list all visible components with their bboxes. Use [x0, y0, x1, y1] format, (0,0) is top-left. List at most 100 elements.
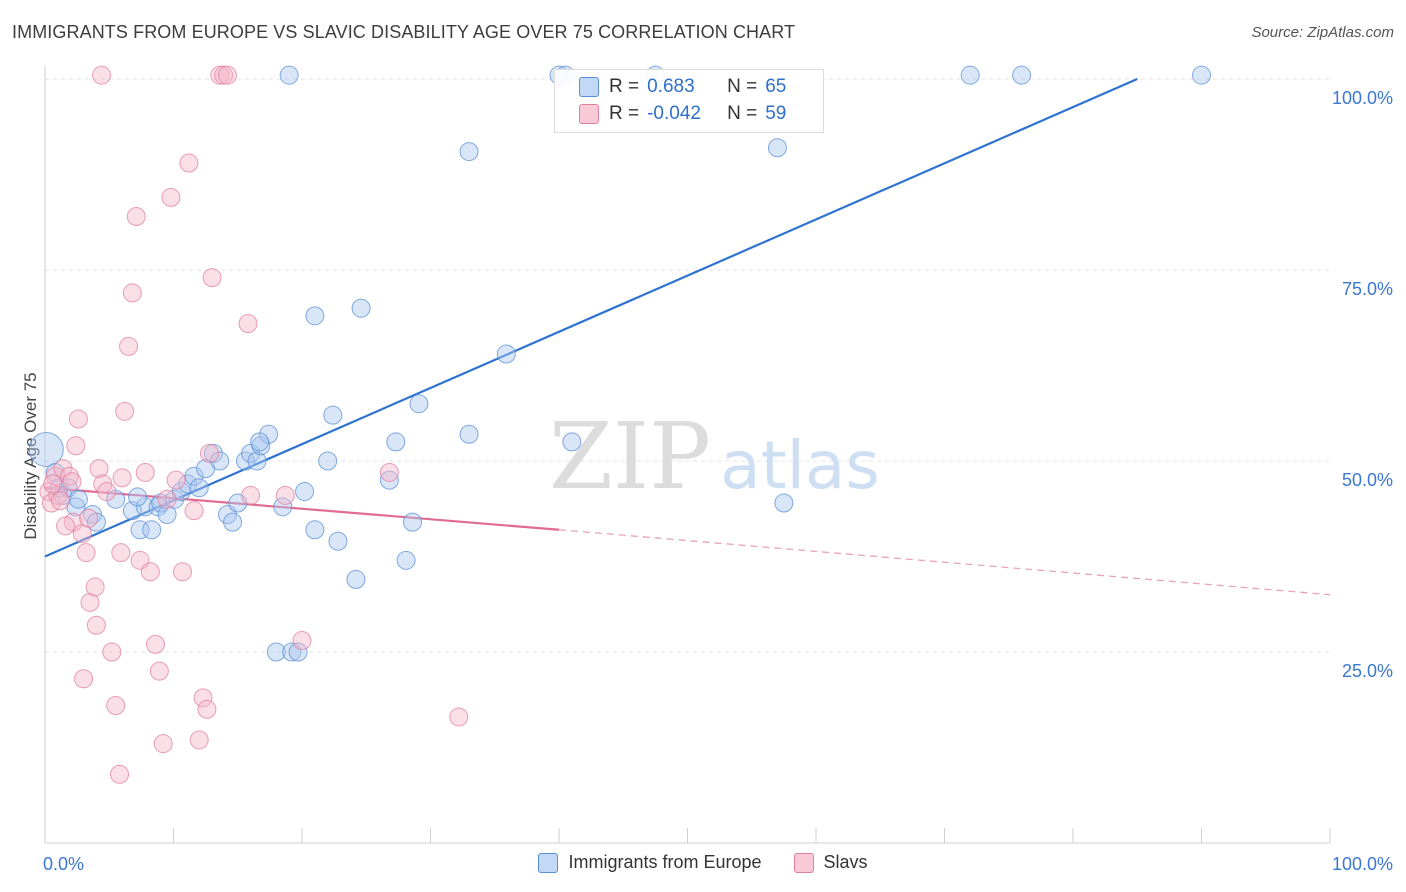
slavs-point — [241, 485, 261, 505]
legend-row-slavs: R = -0.042 N = 59 — [579, 101, 786, 127]
slavs-point — [76, 543, 96, 563]
slavs-point — [43, 474, 63, 494]
slavs-point — [97, 482, 117, 502]
europe-point — [379, 470, 399, 490]
slavs-point — [199, 443, 219, 463]
axes — [44, 66, 1331, 844]
slavs-legend-swatch — [793, 852, 814, 873]
europe-point — [250, 432, 270, 452]
europe-point — [396, 550, 416, 570]
europe-point — [305, 306, 325, 326]
slavs-point — [119, 336, 139, 356]
slavs-point — [56, 516, 76, 536]
europe-point — [351, 298, 371, 318]
slavs-point — [149, 661, 169, 681]
slavs-point — [189, 730, 209, 750]
europe-point — [288, 642, 308, 662]
slavs-point — [179, 153, 199, 173]
slavs-point — [112, 468, 132, 488]
y-tick-label: 100.0% — [1332, 88, 1393, 108]
r-label: R = — [609, 76, 640, 97]
europe-point — [328, 531, 348, 551]
slavs-point — [146, 634, 166, 654]
europe-point — [318, 451, 338, 471]
europe-point — [210, 451, 230, 471]
europe-r-value: 0.683 — [647, 76, 695, 97]
n-label: N = — [727, 103, 758, 124]
europe-point — [130, 520, 150, 540]
chart-source: Source: ZipAtlas.com — [1251, 24, 1394, 41]
slavs-point — [50, 491, 70, 511]
slavs-point — [161, 187, 181, 207]
europe-n-value: 65 — [765, 76, 787, 97]
europe-trend-line — [44, 77, 1138, 558]
x-tick-label: 100.0% — [1332, 854, 1393, 874]
europe-point — [142, 520, 162, 540]
n-label: N = — [727, 76, 758, 97]
slavs-trend-extension — [558, 529, 1331, 596]
slavs-point — [275, 485, 295, 505]
slavs-point — [193, 688, 213, 708]
europe-point — [960, 65, 980, 85]
slavs-point — [217, 65, 237, 85]
grid-lines — [45, 78, 1330, 653]
europe-point — [562, 432, 582, 452]
slavs-r-value: -0.042 — [647, 103, 701, 124]
slavs-point — [202, 268, 222, 288]
slavs-point — [157, 489, 177, 509]
trend-lines — [44, 77, 1331, 596]
europe-point — [178, 474, 198, 494]
slavs-point — [135, 462, 155, 482]
slavs-point — [172, 562, 192, 582]
europe-point — [157, 504, 177, 524]
europe-point — [247, 451, 267, 471]
series-legend: Immigrants from Europe Slavs — [0, 852, 1406, 873]
data-points — [28, 65, 1211, 784]
europe-point — [295, 482, 315, 502]
slavs-legend-label: Slavs — [823, 852, 868, 872]
slavs-point — [153, 734, 173, 754]
europe-point — [459, 142, 479, 162]
europe-point — [774, 493, 794, 513]
y-tick-label: 50.0% — [1342, 470, 1393, 490]
europe-point — [346, 569, 366, 589]
slavs-point — [449, 707, 469, 727]
europe-point — [409, 394, 429, 414]
europe-swatch — [579, 77, 599, 97]
europe-point — [279, 65, 299, 85]
slavs-point — [53, 459, 73, 479]
slavs-point — [48, 485, 68, 505]
europe-legend-label: Immigrants from Europe — [568, 852, 762, 872]
watermark: ZIP atlas — [549, 403, 880, 510]
europe-point — [223, 512, 243, 532]
europe-point — [403, 512, 423, 532]
europe-point — [459, 424, 479, 444]
slavs-point — [106, 695, 126, 715]
europe-point — [323, 405, 343, 425]
slavs-point — [122, 283, 142, 303]
legend-item-europe: Immigrants from Europe — [538, 852, 762, 873]
europe-point — [496, 344, 516, 364]
europe-point — [68, 489, 88, 509]
slavs-point — [92, 65, 112, 85]
europe-point — [1012, 65, 1032, 85]
legend-item-slavs: Slavs — [793, 852, 868, 873]
tick-labels: 25.0% 50.0% 75.0% 100.0% 0.0% 100.0% — [43, 88, 1393, 874]
watermark-atlas: atlas — [720, 427, 880, 504]
slavs-point — [166, 470, 186, 490]
europe-point — [128, 487, 148, 507]
slavs-point — [115, 401, 135, 421]
slavs-point — [79, 508, 99, 528]
slavs-trend-line — [44, 486, 560, 531]
slavs-point — [197, 699, 217, 719]
slavs-point — [86, 615, 106, 635]
slavs-n-value: 59 — [765, 103, 787, 124]
slavs-point — [238, 313, 258, 333]
r-label: R = — [609, 103, 640, 124]
legend-row-europe: R = 0.683 N = 65 — [579, 74, 786, 100]
europe-point — [184, 466, 204, 486]
chart-title: IMMIGRANTS FROM EUROPE VS SLAVIC DISABIL… — [12, 22, 796, 42]
slavs-point — [102, 642, 122, 662]
slavs-point — [140, 562, 160, 582]
